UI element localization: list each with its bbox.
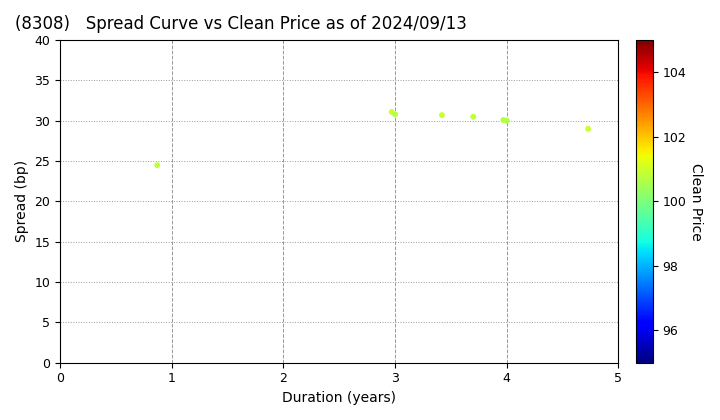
Point [390,111,401,118]
Point [151,162,163,168]
X-axis label: Duration (years): Duration (years) [282,391,396,405]
Text: (8308)   Spread Curve vs Clean Price as of 2024/09/13: (8308) Spread Curve vs Clean Price as of… [16,15,467,33]
Point [436,112,448,118]
Point [467,113,479,120]
Point [498,117,509,123]
Point [582,126,594,132]
Point [501,118,513,124]
Point [386,108,397,115]
Y-axis label: Clean Price: Clean Price [689,163,703,240]
Y-axis label: Spread (bp): Spread (bp) [15,160,29,242]
